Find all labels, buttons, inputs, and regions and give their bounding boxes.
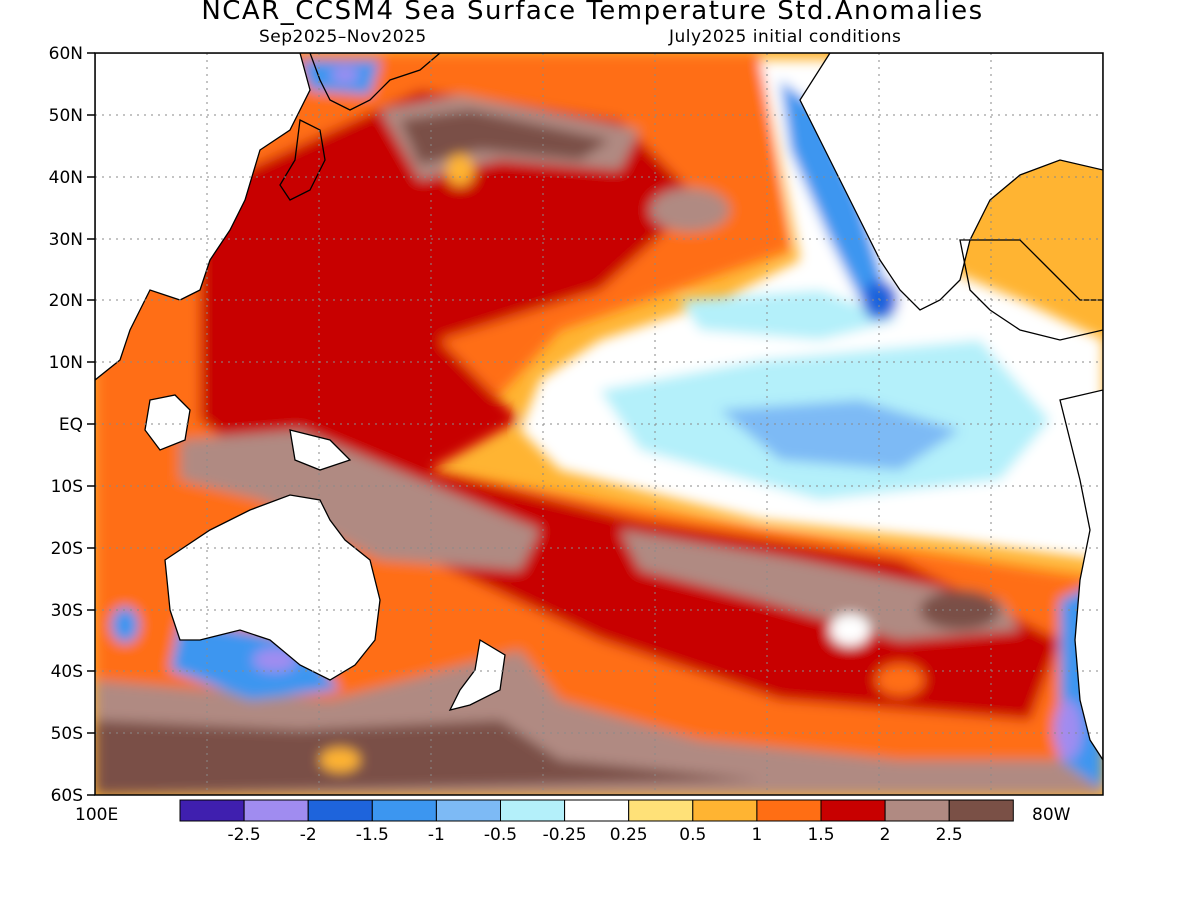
- map-title: NCAR_CCSM4 Sea Surface Temperature Std.A…: [201, 0, 984, 26]
- lat-label-60s: 60S: [51, 786, 83, 806]
- anomaly-field: [95, 53, 1103, 795]
- colorbar-tick-label: -1: [428, 825, 445, 845]
- colorbar-bin: [820, 799, 886, 822]
- colorbar-tick-label: -0.5: [484, 825, 517, 845]
- lat-ticks: [87, 52, 95, 796]
- colorbar-bin: [179, 799, 245, 822]
- grid-lines: [95, 53, 1103, 795]
- lat-label-50s: 50S: [51, 724, 83, 744]
- colorbar-tick-label: 1.5: [807, 825, 834, 845]
- colorbar-tick-label: -0.25: [543, 825, 587, 845]
- lat-label-30n: 30N: [49, 230, 83, 250]
- lat-label-10s: 10S: [51, 477, 83, 497]
- colorbar-bin: [307, 799, 373, 822]
- colorbar-bin: [756, 799, 822, 822]
- lat-label-eq: EQ: [59, 415, 83, 435]
- lat-label-60n: 60N: [49, 44, 83, 64]
- colorbar-tick-label: 1: [751, 825, 762, 845]
- colorbar-bin: [692, 799, 758, 822]
- colorbar-bin: [371, 799, 437, 822]
- lat-label-50n: 50N: [49, 106, 83, 126]
- colorbar-tick-label: -1.5: [356, 825, 389, 845]
- colorbar-tick-label: -2: [300, 825, 317, 845]
- colorbar-tick-label: 2: [880, 825, 891, 845]
- lon-label-left: 100E: [75, 805, 118, 825]
- initial-conditions: July2025 initial conditions: [669, 27, 902, 47]
- lat-label-40n: 40N: [49, 168, 83, 188]
- colorbar-bin: [948, 799, 1014, 822]
- colorbar-tick-label: 0.5: [679, 825, 706, 845]
- lat-labels: 60N 50N 40N 30N 20N 10N EQ 10S 20S 30S 4…: [49, 44, 83, 806]
- land-masses: [95, 53, 1103, 762]
- colorbar-bin: [628, 799, 694, 822]
- lat-label-20s: 20S: [51, 539, 83, 559]
- lat-label-30s: 30S: [51, 601, 83, 621]
- colorbar-bin: [435, 799, 501, 822]
- colorbar-bin: [564, 799, 630, 822]
- colorbar-bin: [243, 799, 309, 822]
- colorbar-tick-label: -2.5: [228, 825, 261, 845]
- colorbar: -2.5 -2 -1.5 -1 -0.5 -0.25 0.25 0.5 1 1.5 2 2.5: [179, 799, 1014, 845]
- colorbar-tick-label: 2.5: [936, 825, 963, 845]
- colorbar-bin: [884, 799, 950, 822]
- lat-label-10n: 10N: [49, 353, 83, 373]
- colorbar-tick-label: 0.25: [610, 825, 648, 845]
- colorbar-bin: [500, 799, 566, 822]
- lon-label-right: 80W: [1032, 805, 1071, 825]
- lat-label-20n: 20N: [49, 291, 83, 311]
- forecast-period: Sep2025–Nov2025: [259, 27, 427, 47]
- lat-label-40s: 40S: [51, 662, 83, 682]
